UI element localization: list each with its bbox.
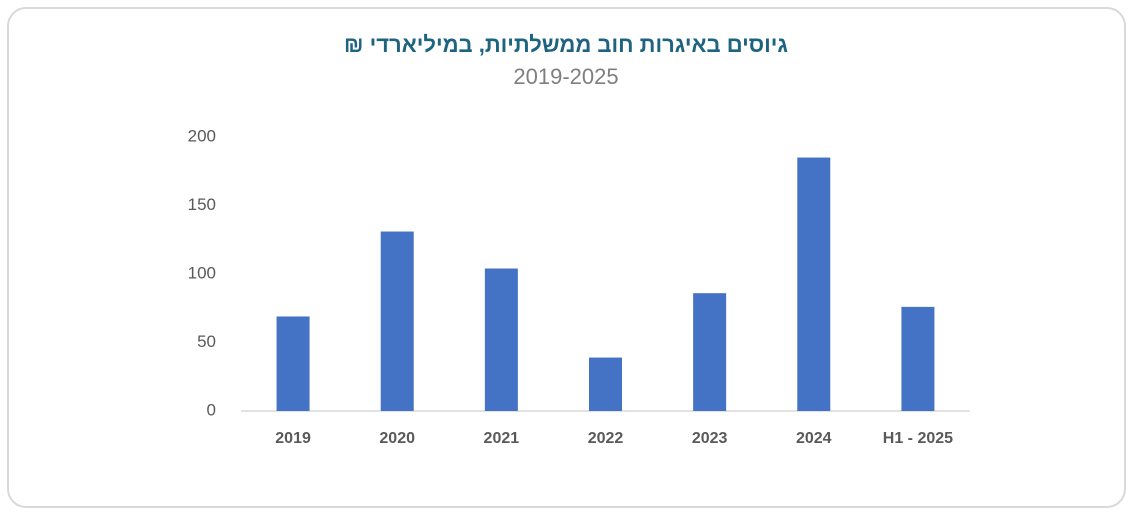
y-tick-label: 0 <box>207 400 216 419</box>
bar <box>693 293 727 411</box>
x-tick-label: H1 - 2025 <box>883 430 953 447</box>
bar <box>380 231 414 411</box>
y-tick-label: 200 <box>188 126 216 145</box>
x-tick-label: 2020 <box>379 430 415 447</box>
bar <box>276 316 310 411</box>
bar <box>901 306 935 411</box>
x-tick-label: 2023 <box>692 430 728 447</box>
x-tick-label: 2024 <box>796 430 832 447</box>
bar <box>484 268 518 411</box>
chart-subtitle: 2019-2025 <box>513 64 618 89</box>
y-tick-label: 100 <box>188 263 216 282</box>
y-tick-label: 150 <box>188 195 216 214</box>
chart-title: גיוסים באיגרות חוב ממשלתיות, במיליארדי ₪ <box>344 32 788 57</box>
x-tick-label: 2022 <box>588 430 624 447</box>
x-tick-label: 2021 <box>484 430 520 447</box>
y-tick-label: 50 <box>197 332 216 351</box>
x-tick-label: 2019 <box>275 430 311 447</box>
bar <box>589 357 622 411</box>
bar <box>797 157 831 411</box>
